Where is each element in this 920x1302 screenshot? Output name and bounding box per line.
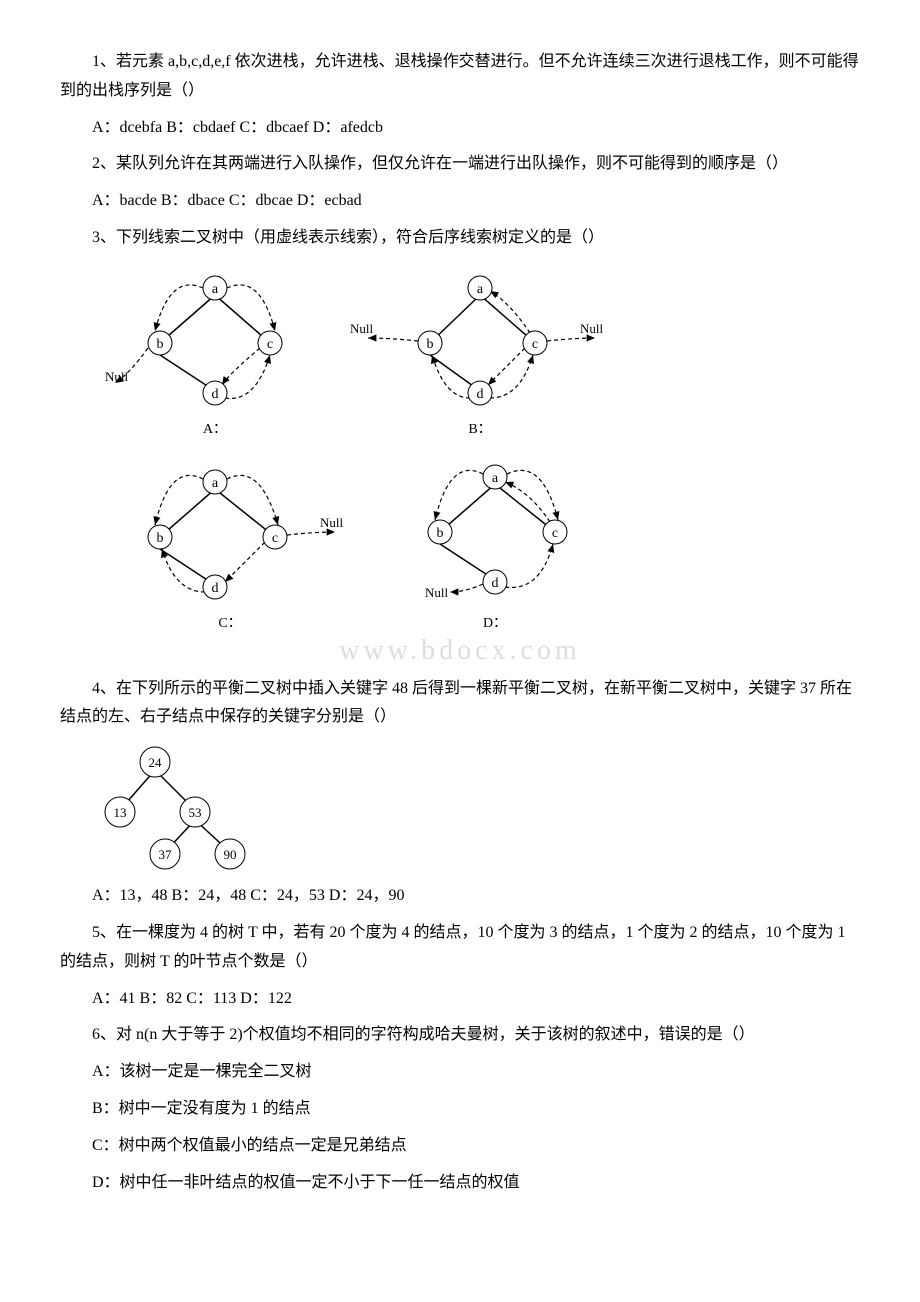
q5-text: 5、在一棵度为 4 的树 T 中，若有 20 个度为 4 的结点，10 个度为 … (60, 919, 860, 977)
q1-opts: A：dcebfa B：cbdaef C：dbcaef D：afedcb (60, 114, 860, 143)
q2-text: 2、某队列允许在其两端进行入队操作，但仅允许在一端进行出队操作，则不可能得到的顺… (60, 150, 860, 179)
svg-text:a: a (477, 282, 484, 297)
svg-text:37: 37 (159, 847, 173, 862)
svg-text:d: d (212, 581, 219, 596)
svg-text:a: a (212, 476, 219, 491)
svg-text:c: c (532, 337, 538, 352)
q3-svg-c: Null a b c d (100, 457, 360, 607)
svg-text:a: a (492, 471, 499, 486)
svg-text:b: b (157, 531, 164, 546)
q3-fig-a: Null a b c d A： (100, 263, 330, 442)
svg-text:53: 53 (189, 805, 202, 820)
svg-text:24: 24 (149, 755, 163, 770)
null-label: Null (105, 369, 129, 384)
q3-label-d: D： (483, 611, 507, 636)
q3-svg-a: Null a b c d (100, 263, 330, 413)
svg-text:c: c (272, 531, 278, 546)
null-label-d: Null (425, 585, 449, 600)
q4-tree: 24 13 53 37 90 (100, 742, 860, 872)
null-label-b2: Null (580, 321, 604, 336)
q3-fig-d: Null a b c d D： (380, 452, 610, 636)
svg-text:a: a (212, 282, 219, 297)
q6-d: D：树中任一非叶结点的权值一定不小于下一任一结点的权值 (60, 1169, 860, 1198)
svg-text:d: d (212, 387, 219, 402)
q3-row1: Null a b c d A： Null Null (100, 263, 860, 442)
q3-svg-d: Null a b c d (380, 452, 610, 607)
q3-fig-b: Null Null a b c d B： (350, 263, 610, 442)
q4-text: 4、在下列所示的平衡二叉树中插入关键字 48 后得到一棵新平衡二叉树，在新平衡二… (60, 675, 860, 733)
svg-text:13: 13 (114, 805, 127, 820)
q6-b: B：树中一定没有度为 1 的结点 (60, 1095, 860, 1124)
q2-opts: A：bacde B：dbace C：dbcae D：ecbad (60, 187, 860, 216)
q6-text: 6、对 n(n 大于等于 2)个权值均不相同的字符构成哈夫曼树，关于该树的叙述中… (60, 1021, 860, 1050)
svg-text:90: 90 (224, 847, 237, 862)
q6-c: C：树中两个权值最小的结点一定是兄弟结点 (60, 1132, 860, 1161)
q3-label-c: C： (218, 611, 241, 636)
q4-svg: 24 13 53 37 90 (100, 742, 270, 872)
svg-text:b: b (157, 337, 164, 352)
q4-opts: A：13，48 B：24，48 C：24，53 D：24，90 (60, 882, 860, 911)
q3-row2: Null a b c d C： Nul (100, 452, 860, 636)
null-label-b1: Null (350, 321, 374, 336)
q3-label-b: B： (468, 417, 491, 442)
svg-text:b: b (427, 337, 434, 352)
q6-a: A：该树一定是一棵完全二叉树 (60, 1058, 860, 1087)
svg-text:c: c (267, 337, 273, 352)
q1-text: 1、若元素 a,b,c,d,e,f 依次进栈，允许进栈、退栈操作交替进行。但不允… (60, 48, 860, 106)
q3-fig-c: Null a b c d C： (100, 457, 360, 636)
q3-svg-b: Null Null a b c d (350, 263, 610, 413)
q3-text: 3、下列线索二叉树中（用虚线表示线索），符合后序线索树定义的是（） (60, 224, 860, 253)
svg-text:d: d (492, 576, 499, 591)
q5-opts: A：41 B：82 C：113 D：122 (60, 985, 860, 1014)
svg-text:c: c (552, 526, 558, 541)
q3-label-a: A： (203, 417, 227, 442)
svg-text:d: d (477, 387, 484, 402)
svg-text:b: b (437, 526, 444, 541)
null-label-c: Null (320, 515, 344, 530)
